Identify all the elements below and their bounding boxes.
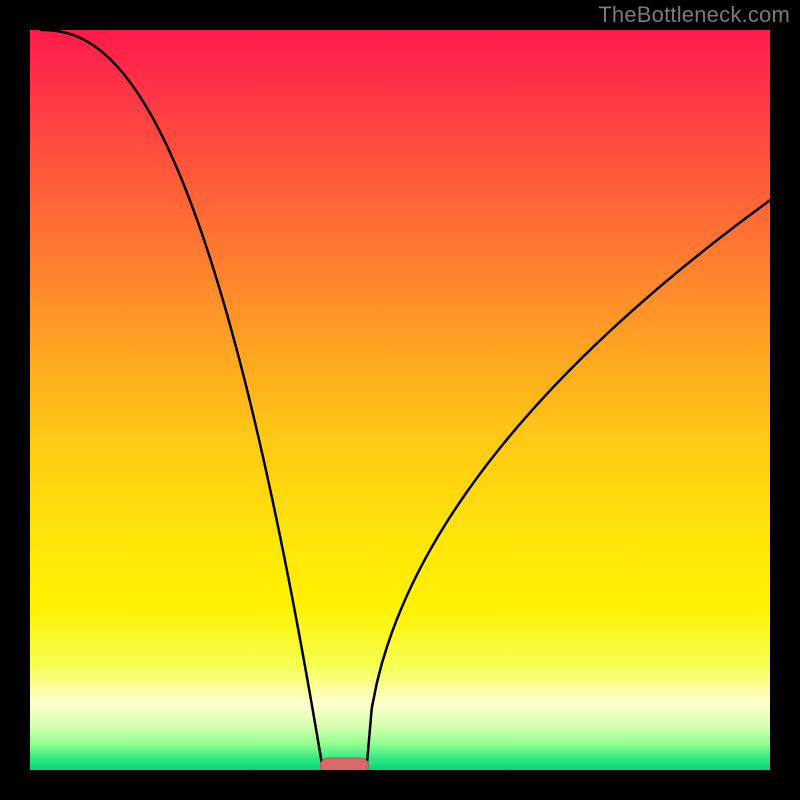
chart-container: { "watermark": "TheBottleneck.com", "cha… [0,0,800,800]
optimum-marker [320,758,368,770]
chart-background [30,30,770,770]
watermark-text: TheBottleneck.com [598,2,790,28]
bottleneck-chart [30,30,770,770]
